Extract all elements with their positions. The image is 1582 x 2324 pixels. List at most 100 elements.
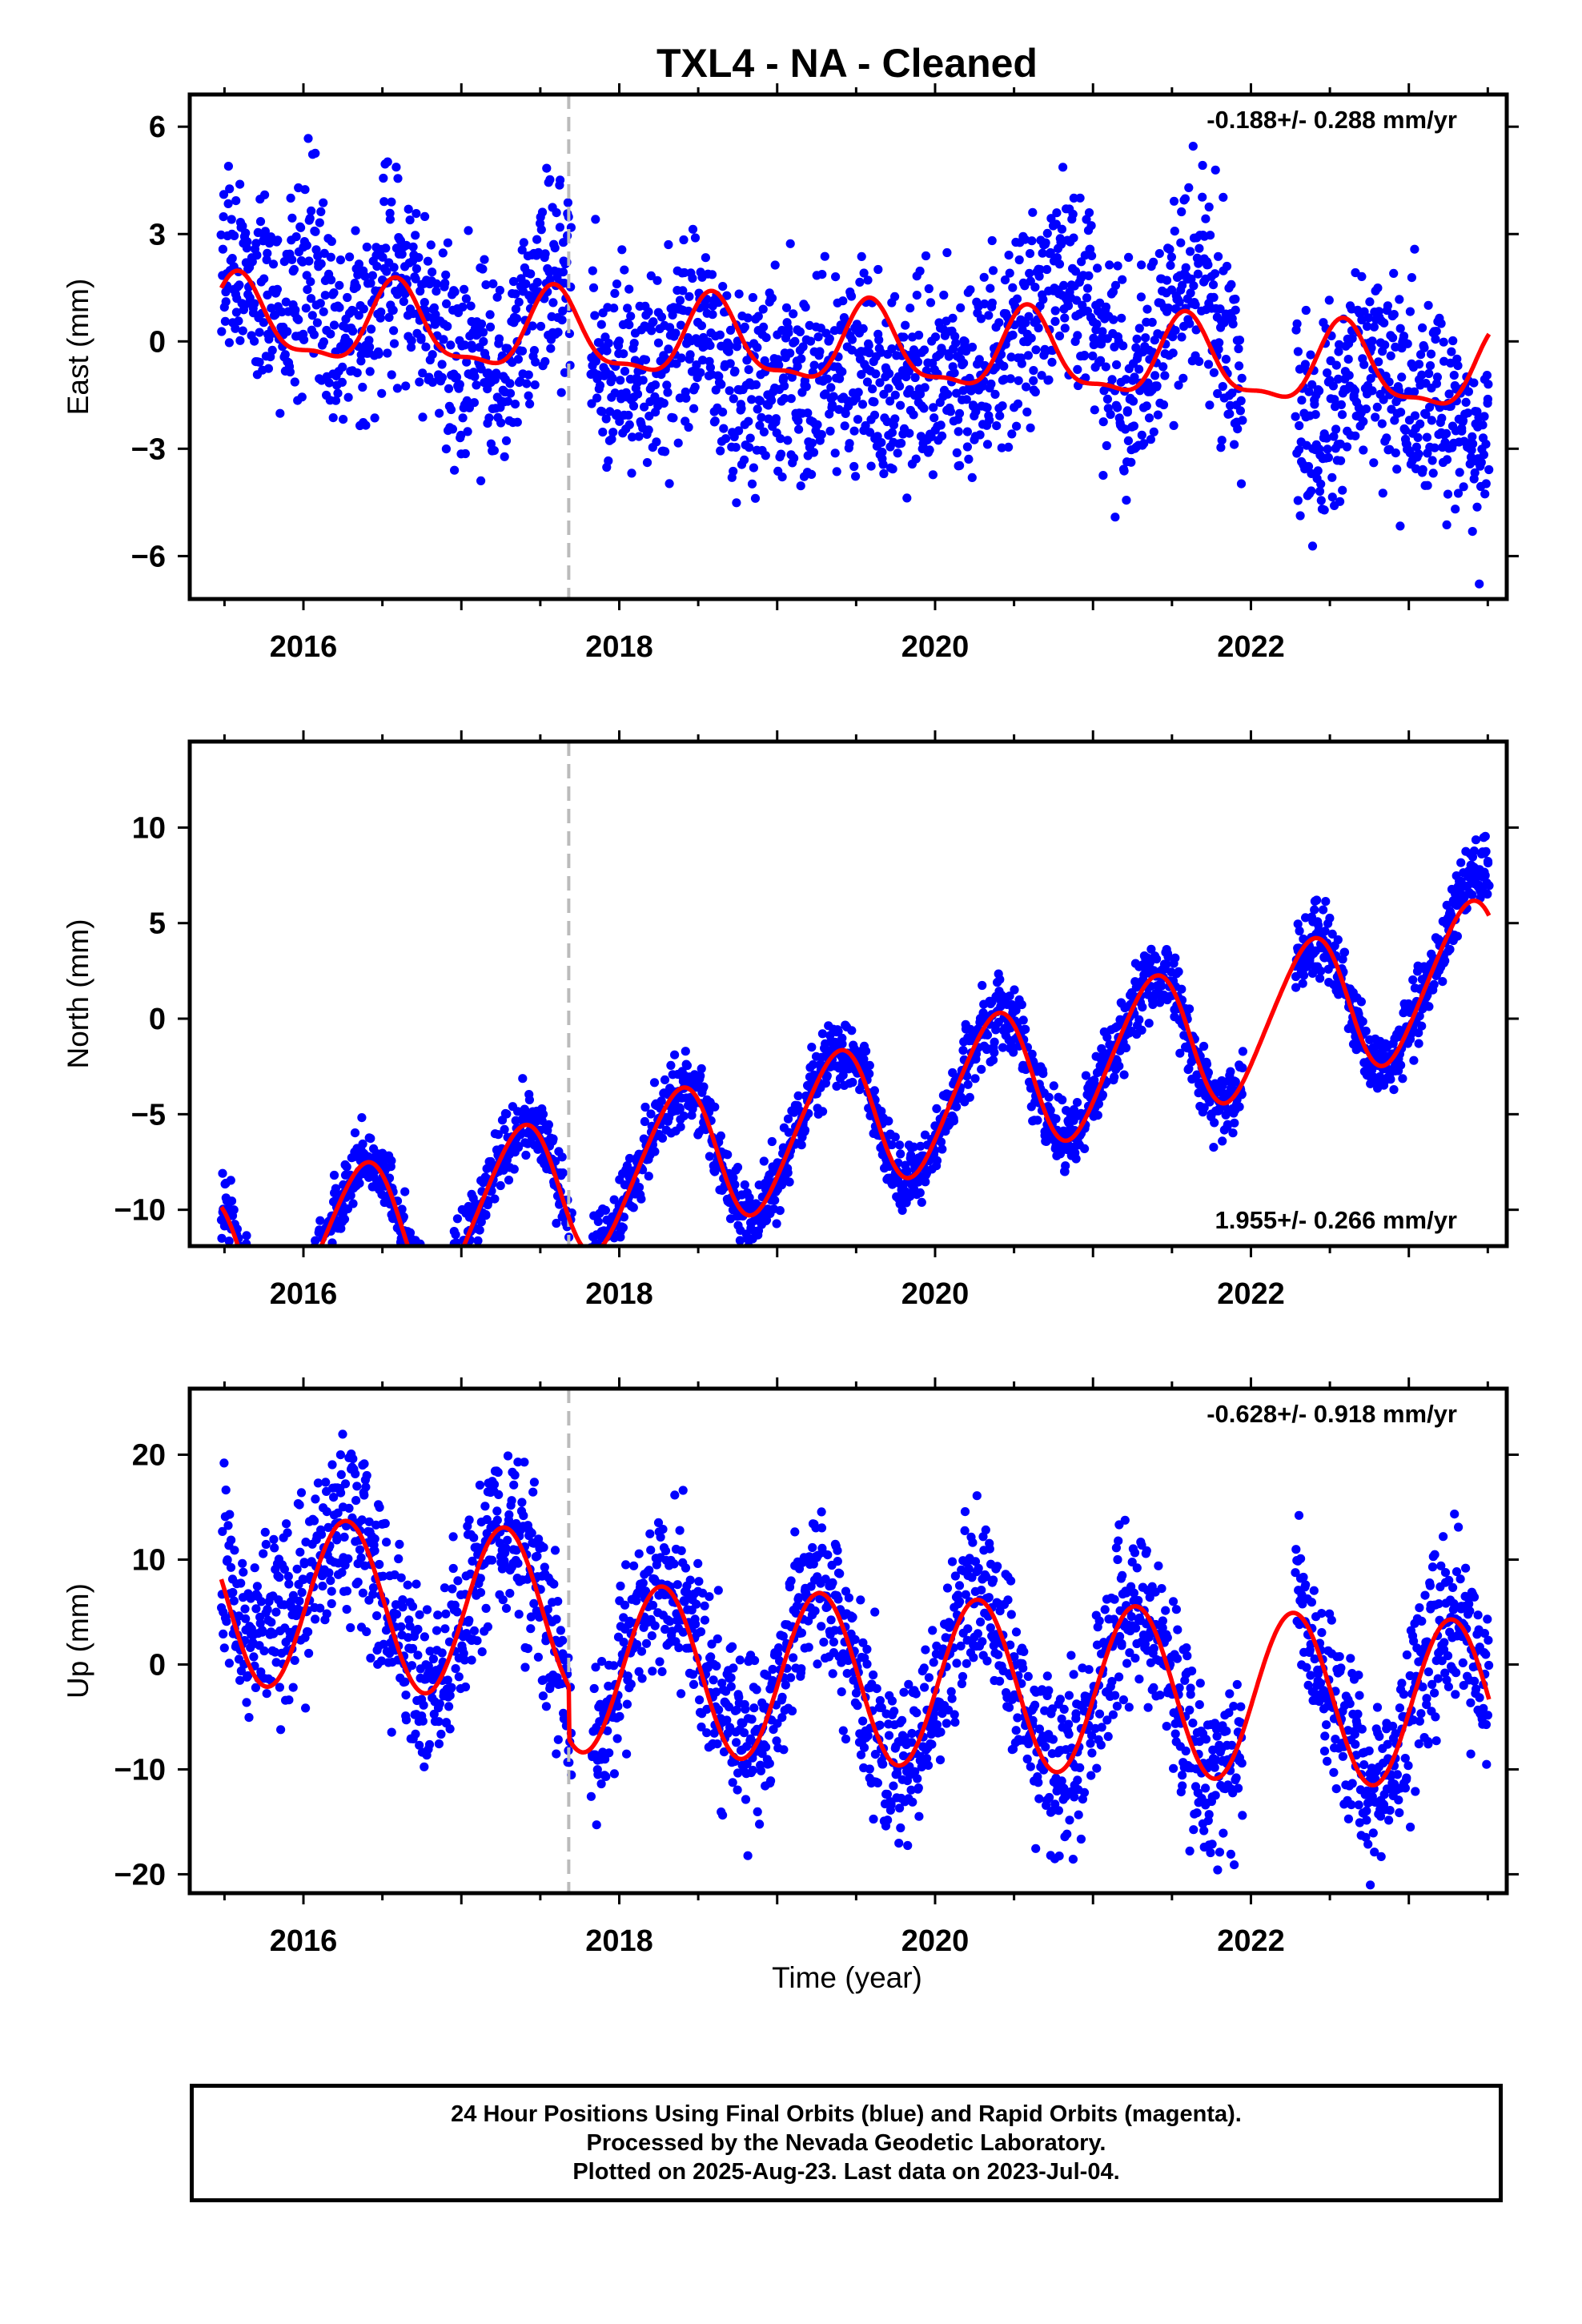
data-point: [1380, 340, 1390, 350]
data-point: [277, 1327, 286, 1336]
data-point: [437, 360, 447, 369]
data-point: [270, 1360, 279, 1369]
east-plot-frame: [187, 92, 1509, 601]
data-point: [614, 336, 624, 346]
data-point: [896, 400, 905, 410]
data-point: [1174, 297, 1184, 307]
data-point: [1480, 831, 1490, 841]
data-point: [489, 446, 500, 456]
data-point: [311, 1494, 320, 1504]
data-point: [745, 443, 754, 452]
data-point: [518, 1074, 528, 1084]
data-point: [1058, 163, 1068, 172]
data-point: [604, 456, 613, 466]
data-point: [218, 244, 227, 254]
data-point: [642, 458, 652, 468]
data-point: [1113, 261, 1122, 271]
data-point: [429, 1313, 438, 1322]
data-point: [231, 196, 241, 206]
data-point: [1128, 396, 1138, 406]
data-point: [779, 373, 789, 383]
data-point: [460, 448, 470, 459]
data-point: [548, 298, 558, 308]
data-point: [1027, 236, 1037, 246]
data-point: [504, 1176, 514, 1185]
data-point: [1451, 505, 1460, 514]
data-point: [1388, 333, 1398, 343]
data-point: [785, 1177, 794, 1187]
data-point: [1426, 349, 1436, 359]
data-point: [231, 1256, 240, 1265]
data-point: [1331, 360, 1341, 370]
data-point: [725, 386, 734, 396]
data-point: [1218, 1136, 1227, 1146]
data-point: [536, 225, 546, 235]
data-point: [609, 304, 619, 313]
data-point: [268, 259, 279, 269]
data-point: [1480, 870, 1490, 880]
data-point: [975, 430, 985, 440]
data-point: [235, 280, 244, 290]
data-point: [1141, 333, 1150, 343]
data-point: [536, 321, 546, 332]
data-point: [587, 1251, 596, 1260]
data-point: [397, 249, 407, 259]
data-point: [305, 1266, 314, 1275]
data-point: [475, 1225, 484, 1235]
x-tick-label: 2018: [585, 1277, 653, 1311]
data-point: [415, 1275, 424, 1284]
data-point: [664, 239, 673, 250]
data-point: [1315, 386, 1324, 396]
data-point: [325, 1248, 334, 1257]
data-point: [1397, 372, 1407, 382]
data-point: [346, 1622, 355, 1633]
x-tick-label: 2020: [901, 1277, 970, 1311]
data-point: [855, 277, 865, 287]
data-point: [685, 350, 695, 360]
data-point: [460, 1266, 469, 1275]
data-point: [809, 448, 819, 457]
data-point: [1199, 1041, 1209, 1051]
data-point: [1006, 352, 1016, 362]
data-point: [348, 326, 358, 336]
data-point: [267, 1350, 276, 1359]
data-point: [1327, 493, 1337, 502]
data-point: [331, 396, 341, 405]
data-point: [650, 392, 660, 402]
data-point: [279, 1313, 287, 1321]
data-point: [339, 1214, 350, 1224]
data-point: [1475, 579, 1484, 589]
data-point: [670, 1050, 680, 1059]
data-point: [1134, 364, 1144, 374]
data-point: [731, 443, 741, 452]
data-point: [336, 1224, 346, 1233]
data-point: [767, 396, 777, 405]
data-point: [1012, 421, 1022, 431]
data-point: [272, 284, 282, 294]
data-point: [1174, 380, 1183, 390]
data-point: [339, 1532, 349, 1542]
data-point: [320, 1247, 329, 1256]
data-point: [1357, 271, 1367, 281]
data-point: [337, 377, 347, 387]
data-point: [1022, 382, 1031, 392]
data-point: [705, 1152, 715, 1161]
data-point: [861, 1046, 871, 1056]
y-tick-label: −3: [131, 432, 166, 466]
data-point: [624, 410, 633, 420]
data-point: [871, 369, 881, 379]
data-point: [984, 311, 994, 320]
data-point: [952, 1102, 962, 1112]
data-point: [921, 251, 931, 261]
data-point: [1093, 263, 1102, 273]
data-point: [1373, 283, 1383, 293]
data-point: [1293, 496, 1303, 505]
data-point: [387, 197, 396, 207]
data-point: [271, 1607, 281, 1617]
data-point: [1300, 360, 1310, 369]
data-point: [1468, 439, 1478, 448]
data-point: [1386, 1075, 1395, 1084]
data-point: [1142, 401, 1151, 411]
data-point: [235, 336, 245, 345]
data-point: [656, 312, 667, 322]
